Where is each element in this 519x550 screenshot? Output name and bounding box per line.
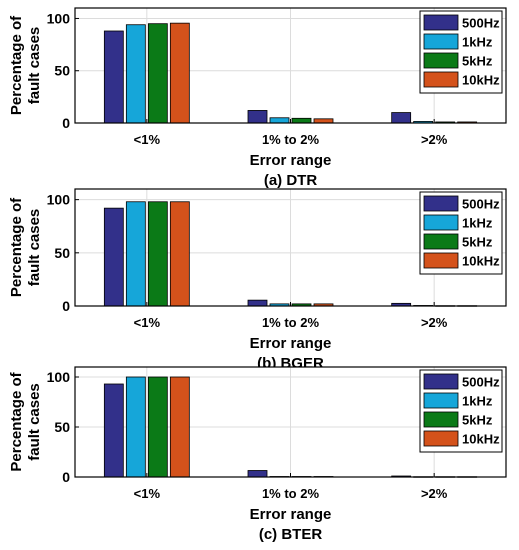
- legend-entry: 500Hz: [462, 16, 500, 31]
- legend-entry: 1kHz: [462, 394, 493, 409]
- bar-1-3-2: [291, 117, 312, 124]
- legend-swatch: [423, 373, 459, 390]
- y-axis-label-line: Percentage of: [8, 15, 25, 115]
- legend-entry: 10kHz: [462, 73, 500, 88]
- bar-1-4-2: [313, 118, 334, 124]
- x-tick-label: <1%: [134, 315, 161, 330]
- legend-swatch: [423, 71, 459, 88]
- y-axis-label-line: Percentage of: [8, 371, 25, 471]
- legend-swatch: [423, 430, 459, 447]
- x-tick-label: >2%: [421, 315, 448, 330]
- legend-entry: 500Hz: [462, 375, 500, 390]
- x-axis-label: Error range: [250, 335, 332, 352]
- x-axis-label: Error range: [250, 152, 332, 169]
- bar-1-2-2: [269, 117, 290, 124]
- y-tick-label: 50: [54, 419, 70, 435]
- x-tick-label: >2%: [421, 486, 448, 501]
- chart-caption: (a) DTR: [264, 172, 317, 189]
- x-tick-label: <1%: [134, 132, 161, 147]
- chart-panel-3: 0 50 100 <1% 1% to 2% >2% Error range (c) BTER P…: [8, 366, 507, 543]
- bar-3-4-1: [169, 376, 190, 478]
- bar-1-1-2: [247, 110, 268, 124]
- y-axis-label-line: fault cases: [26, 383, 43, 461]
- y-axis-label: Percentage offault cases: [8, 371, 43, 471]
- y-tick-label: 50: [54, 63, 70, 79]
- y-tick-label: 0: [62, 298, 70, 314]
- legend-swatch: [423, 195, 459, 212]
- legend-entry: 5kHz: [462, 54, 493, 69]
- legend-swatch: [423, 411, 459, 428]
- legend-entry: 10kHz: [462, 254, 500, 269]
- y-tick-label: 100: [47, 192, 71, 208]
- y-tick-label: 50: [54, 245, 70, 261]
- y-axis-label: Percentage offault cases: [8, 15, 43, 115]
- y-axis-label-line: fault cases: [26, 209, 43, 287]
- y-tick-label: 0: [62, 115, 70, 131]
- y-tick-label: 100: [47, 10, 71, 26]
- x-tick-label: 1% to 2%: [262, 486, 320, 501]
- bar-2-4-1: [169, 201, 190, 307]
- bar-3-2-1: [125, 376, 146, 478]
- legend-entry: 5kHz: [462, 235, 493, 250]
- bar-2-3-1: [147, 201, 168, 307]
- bar-3-1-2: [247, 470, 268, 478]
- legend-entry: 1kHz: [462, 216, 493, 231]
- bar-1-1-1: [103, 30, 124, 124]
- legend-entry: 500Hz: [462, 197, 500, 212]
- legend-swatch: [423, 252, 459, 269]
- legend-entry: 5kHz: [462, 413, 493, 428]
- legend-entry: 1kHz: [462, 35, 493, 50]
- chart-caption: (c) BTER: [259, 526, 323, 543]
- legend-swatch: [423, 233, 459, 250]
- legend: 500Hz 1kHz 5kHz 10kHz: [419, 369, 503, 453]
- legend: 500Hz 1kHz 5kHz 10kHz: [419, 10, 503, 94]
- bar-3-3-1: [147, 376, 168, 478]
- x-tick-label: 1% to 2%: [262, 132, 320, 147]
- legend-entry: 10kHz: [462, 432, 500, 447]
- legend-swatch: [423, 33, 459, 50]
- legend-swatch: [423, 392, 459, 409]
- bar-2-2-1: [125, 201, 146, 307]
- legend-swatch: [423, 52, 459, 69]
- legend-swatch: [423, 214, 459, 231]
- bar-1-1-3: [391, 112, 412, 124]
- bar-1-3-1: [147, 23, 168, 124]
- bar-2-1-1: [103, 207, 124, 307]
- bar-3-1-1: [103, 383, 124, 478]
- y-tick-label: 0: [62, 469, 70, 485]
- chart-panel-1: 0 50 100 <1% 1% to 2% >2% Error range (a) DTR Pe…: [8, 7, 507, 189]
- x-tick-label: <1%: [134, 486, 161, 501]
- y-axis-label-line: Percentage of: [8, 197, 25, 297]
- y-tick-label: 100: [47, 369, 71, 385]
- legend: 500Hz 1kHz 5kHz 10kHz: [419, 191, 503, 275]
- x-tick-label: >2%: [421, 132, 448, 147]
- y-axis-label-line: fault cases: [26, 27, 43, 105]
- x-axis-label: Error range: [250, 506, 332, 523]
- bar-1-2-1: [125, 24, 146, 124]
- bar-2-1-2: [247, 299, 268, 307]
- y-axis-label: Percentage offault cases: [8, 197, 43, 297]
- legend-swatch: [423, 14, 459, 31]
- bar-1-4-1: [169, 22, 190, 124]
- x-tick-label: 1% to 2%: [262, 315, 320, 330]
